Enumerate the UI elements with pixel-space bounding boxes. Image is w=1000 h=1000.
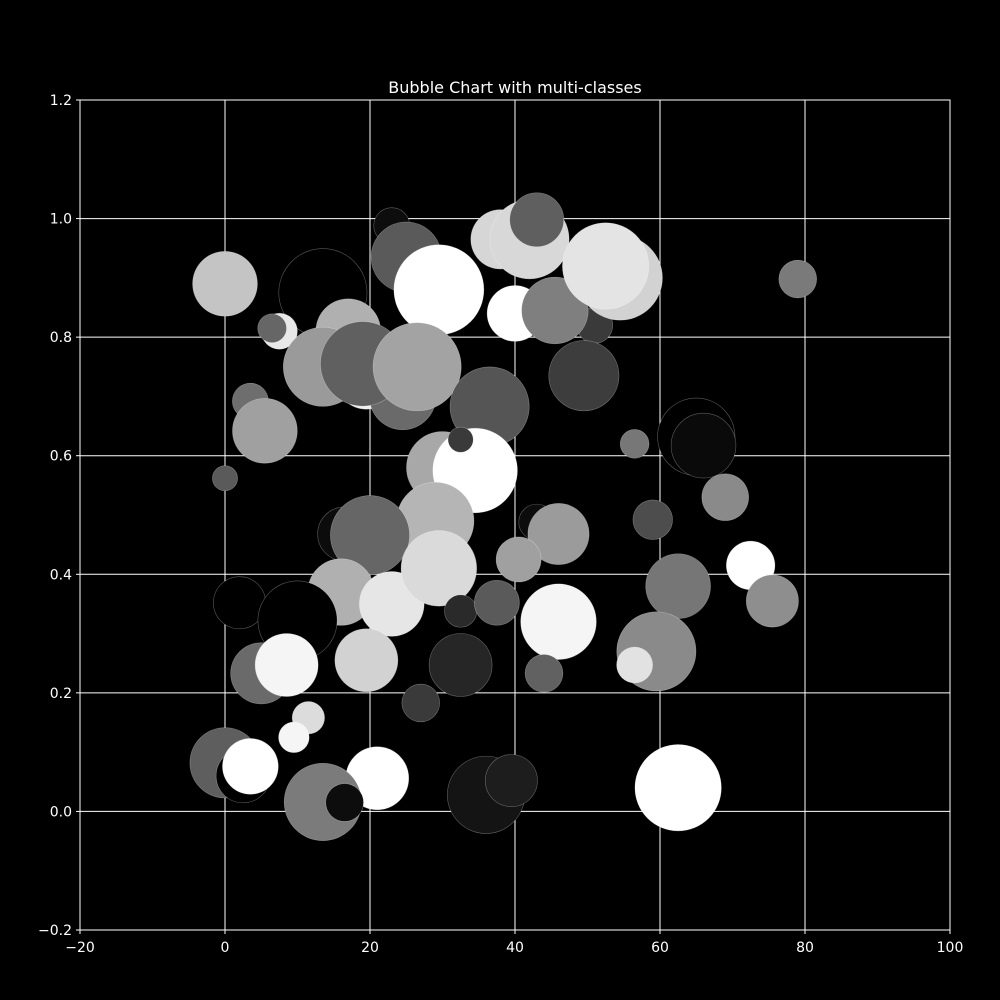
bubble-point: [521, 276, 589, 345]
bubble-point: [401, 683, 440, 723]
bubble-point: [701, 473, 749, 521]
bubble-point: [484, 754, 538, 808]
y-tick-label: 0.0: [50, 804, 72, 820]
x-axis-ticks: −20 0 20 40 60 80 100: [65, 930, 963, 956]
x-tick-label: 80: [796, 940, 814, 956]
bubble-point: [254, 633, 319, 697]
y-tick-label: 0.2: [50, 686, 72, 702]
x-tick-label: −20: [65, 940, 95, 956]
bubble-point: [495, 536, 542, 583]
y-tick-label: 1.2: [50, 93, 72, 109]
chart-title: Bubble Chart with multi-classes: [388, 78, 641, 97]
bubble-point: [509, 192, 565, 248]
y-tick-label: −0.2: [38, 923, 72, 939]
bubble-point: [745, 574, 799, 628]
bubble-point: [634, 744, 722, 832]
bubble-point: [527, 503, 590, 565]
bubble-point: [393, 244, 485, 336]
y-axis-ticks: −0.2 0.0 0.2 0.4 0.6 0.8 1.0 1.2: [38, 93, 80, 939]
x-tick-label: 40: [506, 940, 524, 956]
bubble-point: [400, 530, 477, 607]
y-tick-label: 1.0: [50, 212, 72, 228]
bubble-point: [278, 721, 310, 753]
bubble-series: [189, 192, 817, 841]
y-tick-label: 0.6: [50, 449, 72, 465]
x-tick-label: 100: [937, 940, 964, 956]
bubble-point: [520, 583, 597, 660]
bubble-point: [192, 251, 258, 317]
x-tick-label: 60: [651, 940, 669, 956]
bubble-point: [212, 465, 238, 492]
bubble-point: [632, 499, 673, 540]
bubble-point: [645, 553, 711, 619]
bubble-point: [257, 313, 287, 343]
y-tick-label: 0.4: [50, 567, 72, 583]
bubble-point: [330, 495, 410, 576]
bubble-point: [616, 646, 653, 684]
bubble-point: [325, 783, 364, 822]
bubble-point: [619, 429, 650, 459]
bubble-point: [524, 654, 564, 693]
bubble-point: [232, 398, 298, 464]
bubble-point: [222, 738, 279, 795]
bubble-point: [447, 426, 474, 453]
bubble-point: [474, 579, 520, 626]
bubble-point: [428, 633, 493, 697]
x-tick-label: 0: [221, 940, 230, 956]
bubble-point: [778, 259, 817, 299]
bubble-point: [334, 628, 399, 693]
bubble-point: [562, 222, 650, 310]
y-tick-label: 0.8: [50, 330, 72, 346]
bubble-point: [444, 594, 478, 628]
bubble-point: [670, 412, 737, 479]
bubble-point: [548, 340, 620, 412]
bubble-point: [372, 322, 462, 412]
x-tick-label: 20: [361, 940, 379, 956]
